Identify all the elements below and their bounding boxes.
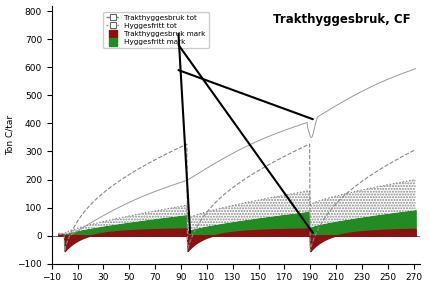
Y-axis label: Ton C/tar: Ton C/tar (6, 115, 15, 155)
Legend: Trakthyggesbruk tot, Hyggesfritt tot, Trakthyggesbruk mark, Hyggesfritt mark: Trakthyggesbruk tot, Hyggesfritt tot, Tr… (103, 12, 209, 48)
Text: Trakthyggesbruk, CF: Trakthyggesbruk, CF (273, 13, 410, 26)
